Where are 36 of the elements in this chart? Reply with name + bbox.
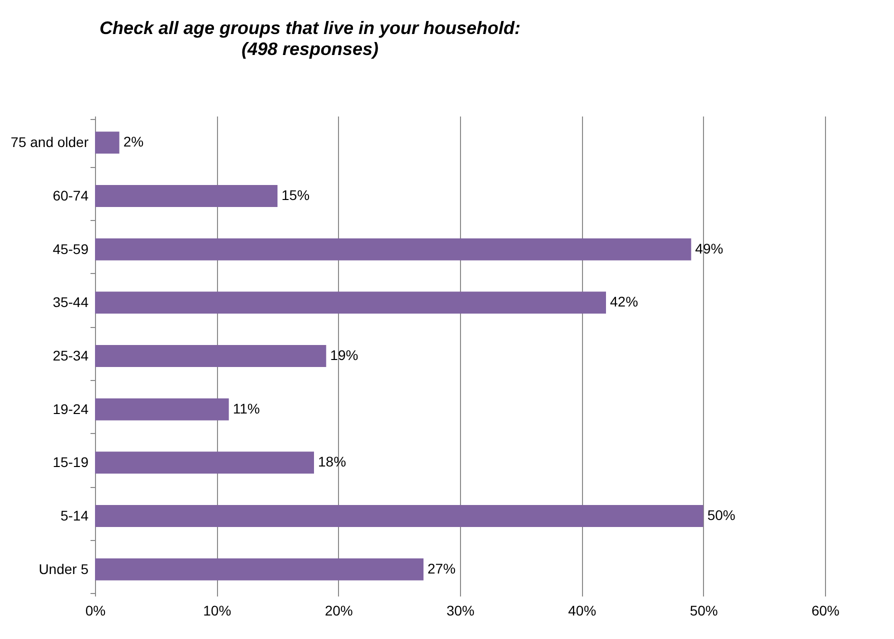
data-label: 18% (318, 454, 346, 470)
y-tick-label: 75 and older (10, 134, 89, 150)
bar (95, 452, 314, 474)
data-label: 19% (330, 347, 358, 363)
bar (95, 398, 229, 420)
bar (95, 345, 326, 367)
bar (95, 238, 692, 260)
y-tick-label: Under 5 (38, 560, 89, 577)
data-label: 2% (123, 134, 144, 150)
bar (95, 292, 606, 314)
x-tick-label: 60% (811, 602, 840, 618)
y-tick-label: 45-59 (52, 240, 89, 257)
data-label: 11% (232, 400, 260, 416)
bar (95, 185, 278, 207)
x-tick-label: 10% (203, 602, 232, 618)
x-tick-label: 30% (446, 602, 475, 618)
data-label: 15% (282, 187, 310, 203)
y-tick-label: 25-34 (52, 348, 89, 364)
x-tick-label: 40% (568, 602, 596, 618)
data-label: 27% (428, 560, 456, 576)
x-tick-label: 50% (690, 602, 718, 618)
y-tick-label: 35-44 (52, 294, 89, 310)
chart-subtitle: (498 responses) (241, 39, 379, 59)
bar (95, 558, 424, 580)
data-label: 50% (707, 507, 736, 523)
y-tick-label: 5-14 (60, 508, 89, 524)
y-tick-label: 15-19 (52, 454, 89, 470)
x-tick-label: 20% (324, 602, 353, 618)
bar (95, 132, 120, 154)
bar (95, 505, 704, 527)
data-label: 49% (695, 240, 724, 256)
chart-title: Check all age groups that live in your household: (99, 18, 521, 38)
y-tick-label: 60-74 (52, 188, 89, 204)
y-tick-label: 19-24 (52, 400, 89, 417)
data-label: 42% (610, 294, 638, 310)
x-tick-label: 0% (85, 602, 106, 618)
